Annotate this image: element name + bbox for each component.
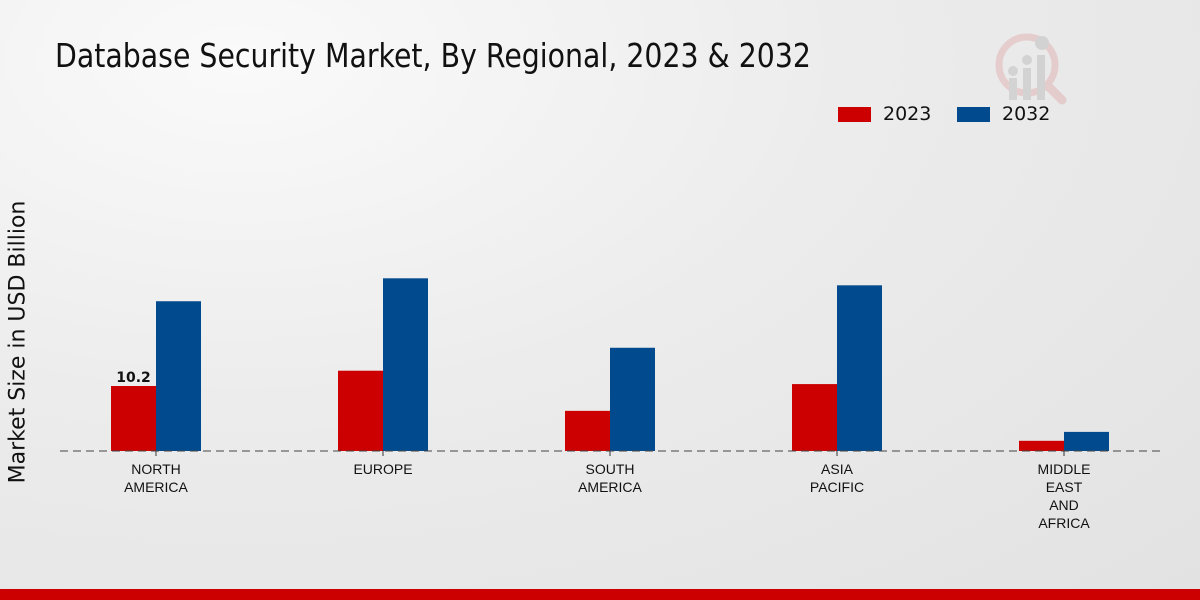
bar-2032-3 xyxy=(837,285,882,451)
bar-2023-1 xyxy=(338,370,383,451)
x-tick-label: NORTH AMERICA xyxy=(124,461,188,495)
bar-2032-1 xyxy=(383,278,428,451)
x-tick-label: ASIA PACIFIC xyxy=(810,461,864,495)
bar-2032-4 xyxy=(1064,431,1109,451)
legend-swatch-2032 xyxy=(957,106,990,122)
bar-2032-0 xyxy=(156,301,201,451)
x-tick-label: MIDDLE EAST AND AFRICA xyxy=(1038,461,1091,531)
x-tick-label: EUROPE xyxy=(353,461,412,477)
bar-2023-3 xyxy=(792,384,837,451)
data-label: 10.2 xyxy=(116,370,151,386)
legend-item-2023: 2023 xyxy=(838,103,931,125)
legend-item-2032: 2032 xyxy=(957,103,1050,125)
legend-label-2023: 2023 xyxy=(883,103,932,125)
x-tick-label: SOUTH AMERICA xyxy=(578,461,642,495)
bar-2023-4 xyxy=(1019,440,1064,451)
legend-label-2032: 2032 xyxy=(1002,103,1051,125)
bar-2023-0 xyxy=(111,386,156,451)
bar-2023-2 xyxy=(565,410,610,451)
bar-2032-2 xyxy=(610,347,655,451)
footer-bar xyxy=(0,589,1200,600)
chart-title: Database Security Market, By Regional, 2… xyxy=(55,36,811,75)
legend-swatch-2023 xyxy=(838,106,871,122)
